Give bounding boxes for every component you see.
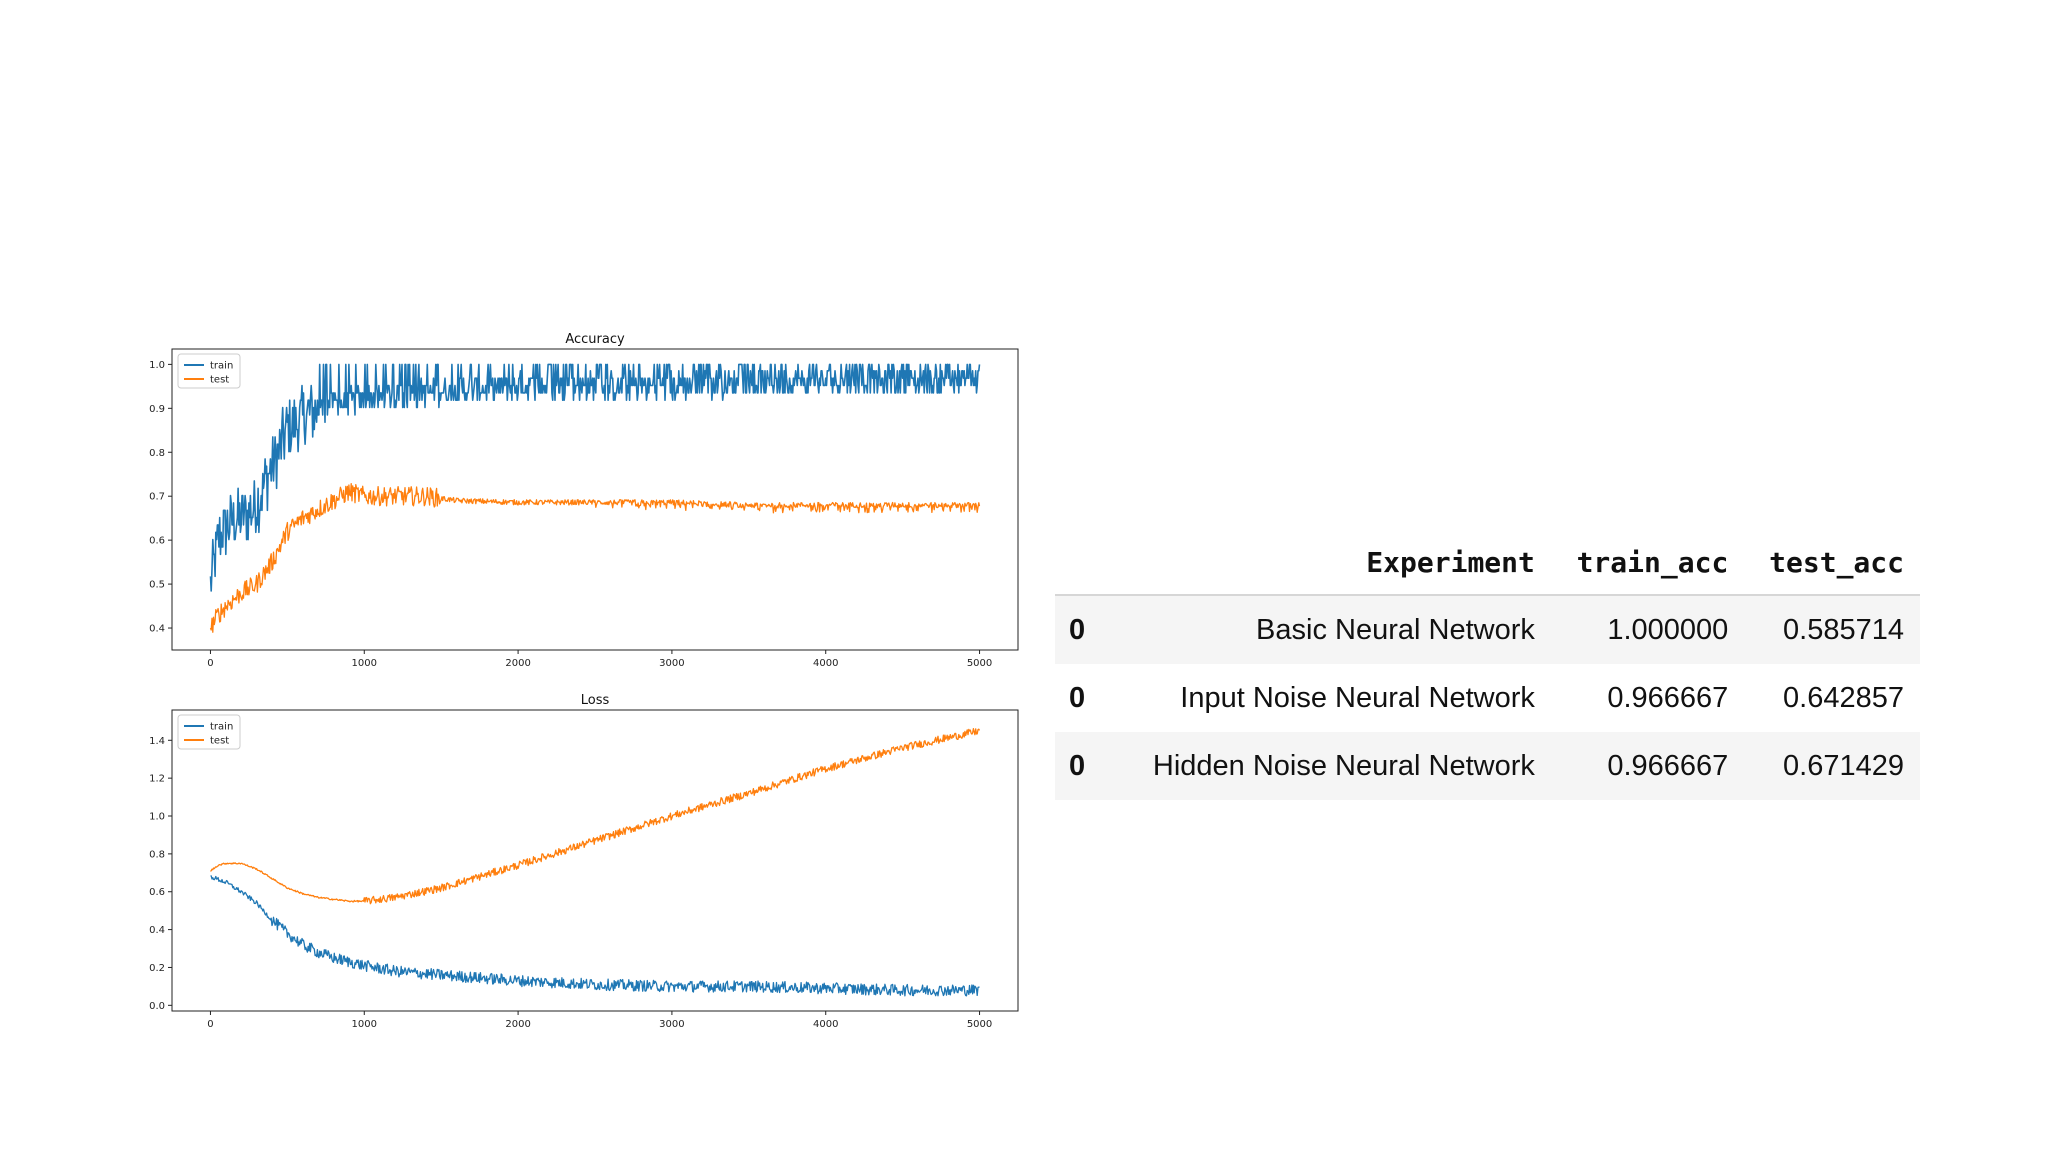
loss-test-line bbox=[210, 727, 981, 905]
accuracy-test-line bbox=[209, 482, 981, 633]
accuracy-legend: train test bbox=[177, 353, 241, 389]
loss-x-tick-label: 0 bbox=[207, 1019, 213, 1030]
accuracy-x-tick-label: 5000 bbox=[967, 658, 992, 669]
accuracy-x-tick-label: 1000 bbox=[352, 658, 377, 669]
accuracy-plot-frame bbox=[171, 348, 1019, 651]
charts-figure: Accuracy 0 1000 2000 3000 4000 5000 0.4 0.5 0.6 0.… bbox=[149, 332, 1019, 1030]
accuracy-legend-label-test: test bbox=[210, 375, 229, 386]
accuracy-y-tick-label: 0.8 bbox=[149, 448, 165, 459]
accuracy-y-tick-label: 0.4 bbox=[149, 624, 165, 635]
header-experiment: Experiment bbox=[1115, 530, 1551, 596]
loss-train-line bbox=[210, 875, 980, 997]
header-train-acc: train_acc bbox=[1550, 530, 1745, 596]
accuracy-y-tick-label: 0.6 bbox=[149, 536, 165, 547]
loss-x-tick-label: 3000 bbox=[659, 1019, 684, 1030]
loss-x-tick-label: 5000 bbox=[967, 1019, 992, 1030]
results-table: Experiment train_acc test_acc 0 Basic Ne… bbox=[1055, 530, 1920, 800]
loss-legend: train test bbox=[177, 714, 241, 750]
loss-y-tick-label: 0.4 bbox=[149, 925, 165, 936]
row-experiment: Basic Neural Network bbox=[1256, 613, 1535, 646]
row-test-acc: 0.585714 bbox=[1783, 613, 1904, 646]
accuracy-legend-label-train: train bbox=[210, 361, 233, 372]
row-index: 0 bbox=[1069, 613, 1086, 646]
accuracy-y-tick-label: 1.0 bbox=[149, 360, 165, 371]
accuracy-y-tick-label: 0.7 bbox=[149, 492, 165, 503]
loss-legend-label-train: train bbox=[210, 722, 233, 733]
loss-y-tick-label: 1.4 bbox=[149, 736, 165, 747]
accuracy-chart: Accuracy 0 1000 2000 3000 4000 5000 0.4 0.5 0.6 0.… bbox=[149, 332, 1019, 669]
loss-plot-frame bbox=[171, 709, 1019, 1012]
accuracy-chart-title: Accuracy bbox=[565, 332, 625, 347]
row-train-acc: 0.966667 bbox=[1607, 681, 1729, 714]
loss-y-tick-label: 0.2 bbox=[149, 963, 165, 974]
loss-y-tick-label: 0.8 bbox=[149, 849, 165, 860]
table-header-row: Experiment train_acc test_acc bbox=[1055, 530, 1920, 596]
loss-x-tick-label: 2000 bbox=[505, 1019, 530, 1030]
accuracy-y-tick-label: 0.9 bbox=[149, 404, 165, 415]
header-index bbox=[1055, 530, 1115, 596]
accuracy-x-tick-label: 3000 bbox=[659, 658, 684, 669]
accuracy-x-tick-label: 0 bbox=[207, 658, 213, 669]
loss-y-tick-label: 1.2 bbox=[149, 774, 165, 785]
accuracy-x-tick-label: 2000 bbox=[505, 658, 530, 669]
row-experiment: Hidden Noise Neural Network bbox=[1152, 749, 1535, 782]
accuracy-train-line bbox=[209, 363, 981, 592]
row-train-acc: 1.000000 bbox=[1607, 613, 1729, 646]
loss-x-tick-label: 1000 bbox=[352, 1019, 377, 1030]
loss-chart: Loss 0 1000 2000 3000 4000 5000 0.0 0.2 0.4 0.6 0.8… bbox=[149, 693, 1019, 1030]
row-index: 0 bbox=[1069, 681, 1086, 714]
accuracy-y-tick-label: 0.5 bbox=[149, 580, 165, 591]
loss-x-tick-label: 4000 bbox=[813, 1019, 838, 1030]
accuracy-x-tick-label: 4000 bbox=[813, 658, 838, 669]
loss-y-tick-label: 0.0 bbox=[149, 1001, 165, 1012]
row-index: 0 bbox=[1069, 749, 1086, 782]
row-train-acc: 0.966667 bbox=[1607, 749, 1729, 782]
table-row: 0 Basic Neural Network 1.000000 0.585714 bbox=[1055, 595, 1920, 664]
row-test-acc: 0.642857 bbox=[1783, 681, 1904, 714]
loss-y-tick-label: 1.0 bbox=[149, 812, 165, 823]
loss-y-tick-label: 0.6 bbox=[149, 887, 165, 898]
header-test-acc: test_acc bbox=[1744, 530, 1920, 596]
row-experiment: Input Noise Neural Network bbox=[1180, 681, 1535, 714]
loss-legend-label-test: test bbox=[210, 736, 229, 747]
row-test-acc: 0.671429 bbox=[1783, 749, 1904, 782]
table-row: 0 Hidden Noise Neural Network 0.966667 0… bbox=[1055, 732, 1920, 800]
loss-chart-title: Loss bbox=[581, 693, 610, 708]
table-row: 0 Input Noise Neural Network 0.966667 0.… bbox=[1055, 664, 1920, 732]
